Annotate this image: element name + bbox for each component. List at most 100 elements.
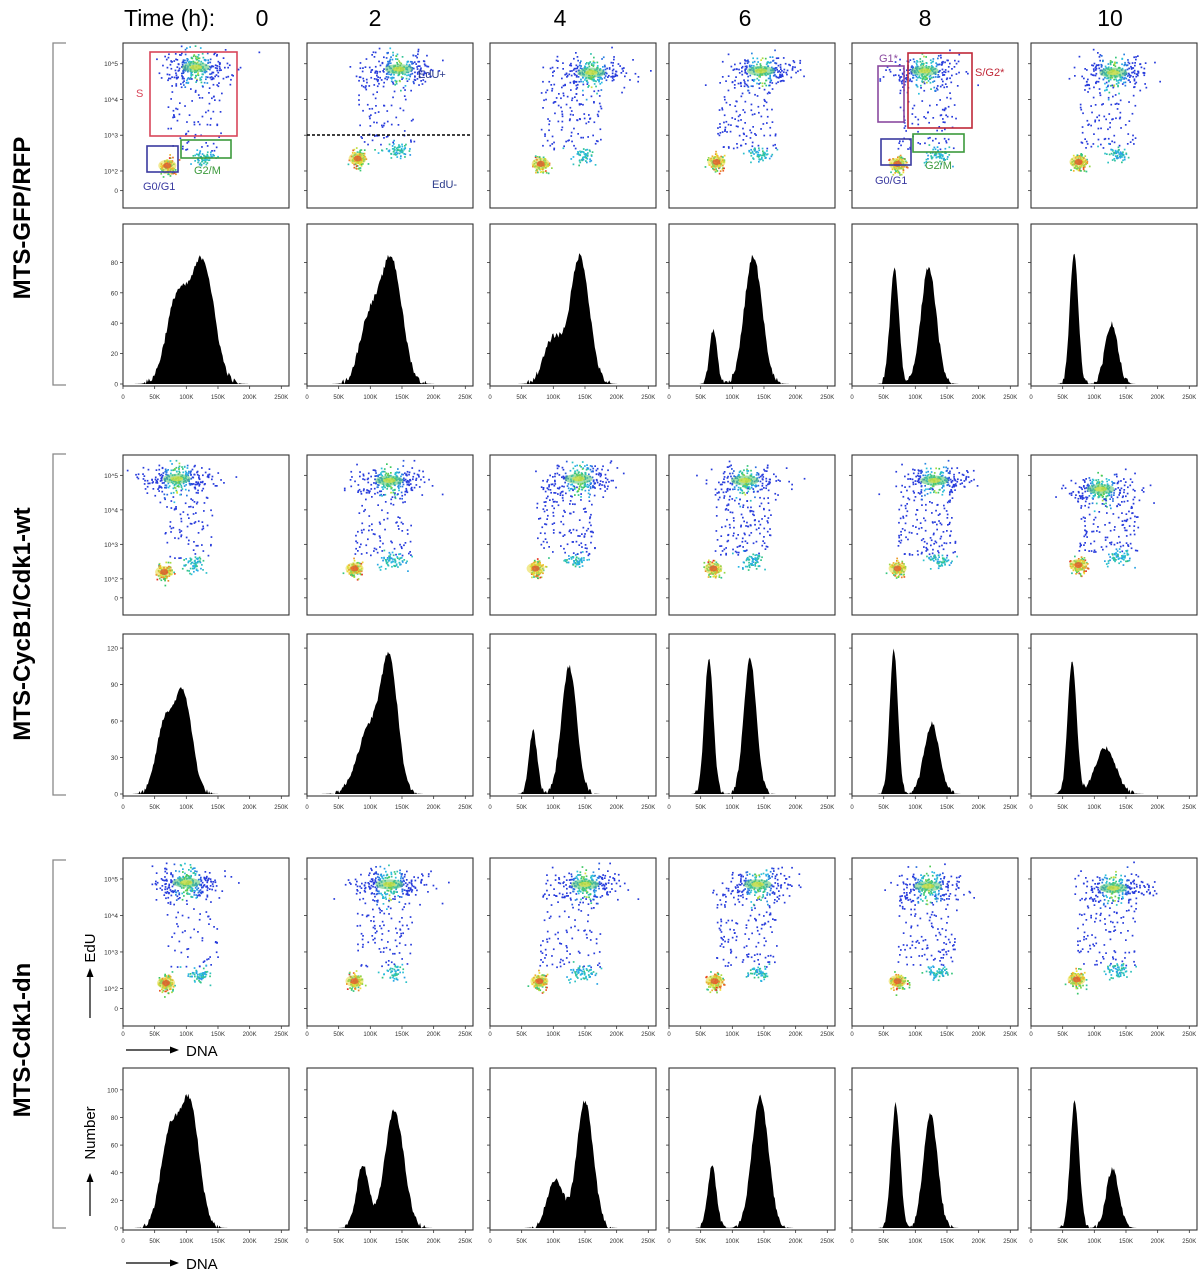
event-dot bbox=[925, 78, 928, 81]
event-dot bbox=[386, 485, 389, 488]
event-dot bbox=[200, 78, 203, 81]
event-dot bbox=[396, 471, 398, 474]
event-dot bbox=[586, 155, 589, 157]
event-dot bbox=[898, 79, 901, 82]
event-dot bbox=[569, 81, 572, 84]
event-dot bbox=[552, 532, 555, 534]
event-dot bbox=[361, 561, 364, 564]
event-dot bbox=[781, 73, 784, 76]
event-dot bbox=[744, 69, 746, 72]
event-dot bbox=[178, 113, 181, 116]
event-dot bbox=[195, 557, 198, 560]
event-dot bbox=[348, 573, 351, 575]
event-dot bbox=[180, 83, 182, 85]
event-dot bbox=[535, 171, 537, 174]
event-dot bbox=[587, 121, 590, 123]
event-dot bbox=[1105, 81, 1108, 84]
event-dot bbox=[565, 73, 568, 75]
event-dot bbox=[1081, 75, 1083, 78]
event-dot bbox=[537, 577, 539, 579]
event-dot bbox=[902, 73, 904, 76]
event-dot bbox=[540, 576, 543, 579]
event-dot bbox=[554, 500, 556, 503]
condition-bracket bbox=[52, 42, 66, 386]
event-dot bbox=[353, 559, 356, 562]
event-dot bbox=[577, 483, 580, 485]
event-dot bbox=[358, 546, 361, 548]
event-dot bbox=[937, 149, 939, 152]
event-dot bbox=[397, 516, 400, 518]
event-dot bbox=[365, 552, 368, 554]
event-dot bbox=[205, 496, 208, 499]
event-dot bbox=[374, 475, 377, 477]
event-dot bbox=[605, 72, 608, 75]
event-dot bbox=[146, 485, 149, 488]
event-dot bbox=[551, 66, 554, 69]
event-dot bbox=[411, 63, 413, 65]
event-dot bbox=[573, 57, 575, 60]
event-dot bbox=[415, 55, 417, 57]
event-dot bbox=[402, 501, 404, 504]
event-dot bbox=[186, 47, 188, 49]
event-dot bbox=[937, 63, 940, 66]
event-dot bbox=[598, 472, 601, 475]
event-dot bbox=[404, 501, 406, 503]
event-dot bbox=[539, 532, 542, 534]
event-dot bbox=[191, 476, 194, 479]
event-dot bbox=[542, 508, 545, 510]
event-dot bbox=[563, 476, 566, 479]
y-tick-label: 120 bbox=[107, 646, 118, 653]
event-dot bbox=[561, 497, 564, 499]
event-dot bbox=[422, 74, 425, 77]
event-dot bbox=[192, 567, 194, 570]
event-dot bbox=[955, 73, 958, 75]
event-dot bbox=[756, 155, 759, 158]
event-dot bbox=[539, 517, 542, 520]
event-dot bbox=[707, 157, 710, 159]
event-dot bbox=[359, 150, 361, 152]
event-dot bbox=[423, 71, 426, 73]
event-dot bbox=[160, 479, 163, 482]
event-dot bbox=[411, 489, 414, 492]
event-dot bbox=[944, 147, 947, 150]
event-dot bbox=[588, 62, 591, 64]
event-dot bbox=[580, 488, 583, 491]
event-dot bbox=[357, 530, 359, 533]
event-dot bbox=[173, 116, 176, 118]
event-dot bbox=[408, 78, 411, 81]
event-dot bbox=[394, 154, 397, 156]
event-dot bbox=[418, 486, 421, 488]
event-dot bbox=[779, 80, 782, 83]
event-dot bbox=[568, 558, 570, 560]
event-dot bbox=[361, 531, 363, 534]
event-dot bbox=[410, 141, 412, 143]
event-dot bbox=[416, 73, 419, 75]
event-dot bbox=[955, 117, 957, 120]
event-dot bbox=[1129, 76, 1131, 78]
dot-plot-events bbox=[704, 49, 805, 175]
event-dot bbox=[562, 94, 565, 97]
x-tick-label: 200K bbox=[243, 395, 257, 401]
event-dot bbox=[176, 108, 179, 111]
event-dot bbox=[1084, 138, 1086, 140]
event-dot bbox=[574, 147, 577, 150]
event-dot bbox=[546, 89, 549, 92]
event-dot bbox=[936, 85, 939, 87]
event-dot bbox=[899, 174, 901, 176]
event-dot bbox=[583, 117, 586, 120]
event-dot bbox=[1114, 61, 1116, 64]
density-core-peak bbox=[189, 64, 203, 70]
dot-plot-frame bbox=[489, 42, 657, 209]
event-dot bbox=[1118, 144, 1121, 147]
event-dot bbox=[422, 79, 425, 81]
event-dot bbox=[214, 52, 216, 54]
x-tick-label: 250K bbox=[274, 805, 288, 811]
event-dot bbox=[1107, 84, 1110, 87]
event-dot bbox=[383, 468, 386, 470]
event-dot bbox=[390, 557, 393, 560]
event-dot bbox=[898, 64, 901, 66]
event-dot bbox=[409, 154, 412, 156]
event-dot bbox=[1131, 71, 1133, 74]
event-dot bbox=[575, 556, 578, 559]
x-tick-label: 0 bbox=[850, 395, 854, 401]
